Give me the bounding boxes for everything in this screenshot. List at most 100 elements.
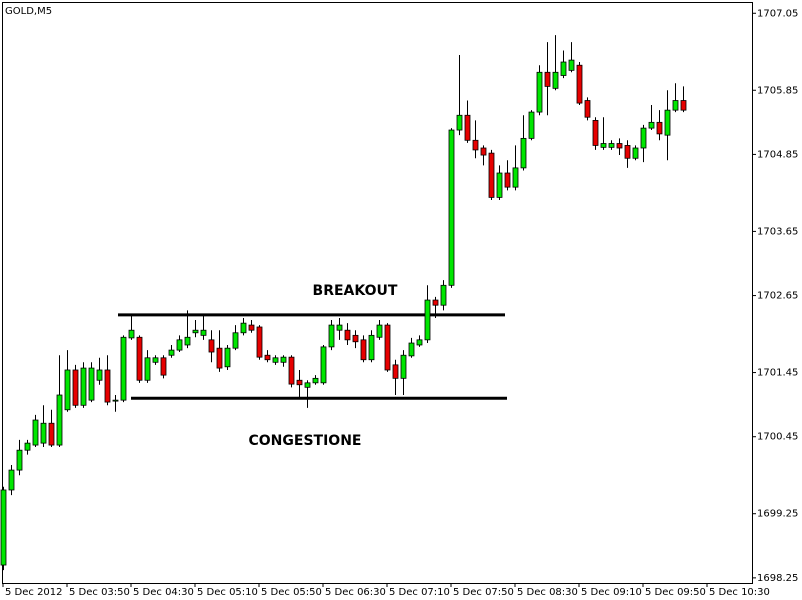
candle-body (112, 399, 119, 402)
candle-body (144, 357, 151, 381)
y-tick-label: 1704.85 (757, 149, 798, 160)
candle-body (272, 357, 279, 363)
candle-body (608, 143, 615, 148)
candle-body (344, 329, 351, 341)
candle-body (568, 59, 575, 71)
candle-body (392, 364, 399, 379)
candle-body (224, 347, 231, 368)
candle-body (496, 172, 503, 198)
x-tick-label: 5 Dec 07:50 (453, 587, 514, 598)
candle-body (560, 61, 567, 76)
candle-body (352, 334, 359, 343)
candle-body (552, 71, 559, 89)
candle-body (464, 114, 471, 141)
candle-body (528, 111, 535, 139)
candle-body (432, 299, 439, 306)
y-tick-label: 1701.45 (757, 368, 798, 379)
candle-body (216, 347, 223, 369)
candle-body (536, 71, 543, 113)
candle-body (184, 336, 191, 346)
candle-body (256, 326, 263, 358)
candle-body (312, 377, 319, 384)
candle-body (192, 329, 199, 334)
candle-body (544, 71, 551, 87)
x-tick-label: 5 Dec 09:50 (645, 587, 706, 598)
candle-body (24, 442, 31, 451)
candle-body (680, 100, 687, 111)
candle-body (520, 137, 527, 169)
x-tick-label: 5 Dec 06:30 (325, 587, 386, 598)
candle-body (200, 329, 207, 336)
x-tick-label: 5 Dec 04:30 (133, 587, 194, 598)
candle-body (664, 109, 671, 136)
x-tick-label: 5 Dec 09:10 (581, 587, 642, 598)
candle-body (576, 64, 583, 104)
candle-body (480, 147, 487, 156)
candle-body (280, 356, 287, 363)
candle-body (152, 357, 159, 363)
candle-body (104, 369, 111, 403)
candle-body (96, 369, 103, 381)
candle-body (72, 369, 79, 406)
candle-body (472, 139, 479, 151)
x-tick-label: 5 Dec 03:50 (69, 587, 130, 598)
candle-body (32, 419, 39, 446)
candle-body (296, 379, 303, 386)
candle-body (288, 356, 295, 385)
candle-body (672, 100, 679, 111)
candle-body (440, 284, 447, 306)
candle-body (0, 489, 7, 566)
y-tick-label: 1698.25 (757, 573, 798, 584)
candle-body (64, 369, 71, 411)
candle-body (400, 354, 407, 379)
candle-body (328, 324, 335, 348)
candle-body (336, 324, 343, 331)
candle-body (656, 121, 663, 135)
candle-body (456, 114, 463, 131)
candle-body (208, 339, 215, 353)
x-tick-label: 5 Dec 08:30 (517, 587, 578, 598)
candle-body (368, 334, 375, 361)
candle-body (600, 143, 607, 148)
candle-body (16, 449, 23, 471)
candle-body (384, 324, 391, 371)
candle-body (176, 339, 183, 351)
x-tick-label: 5 Dec 05:10 (197, 587, 258, 598)
candle-body (48, 422, 55, 446)
candle-body (616, 143, 623, 149)
candle-body (488, 152, 495, 198)
candle-body (304, 382, 311, 388)
candle-body (160, 357, 167, 376)
candle-body (648, 121, 655, 129)
x-tick-label: 5 Dec 07:10 (389, 587, 450, 598)
candle-body (584, 100, 591, 118)
candle-body (8, 469, 15, 491)
y-tick-label: 1705.85 (757, 85, 798, 96)
chart-title: GOLD,M5 (5, 6, 52, 17)
candle-body (376, 324, 383, 338)
candle-body (264, 354, 271, 361)
candle-body (128, 329, 135, 339)
candle-body (448, 129, 455, 286)
annotation: BREAKOUT (313, 283, 398, 299)
candle-body (56, 394, 63, 446)
candle-body (624, 145, 631, 159)
candle-body (120, 336, 127, 401)
candle-body (88, 367, 95, 401)
y-tick-label: 1699.25 (757, 509, 798, 520)
candle-body (416, 339, 423, 346)
candle-body (424, 299, 431, 341)
candle-body (504, 172, 511, 188)
candle-body (408, 342, 415, 357)
x-tick-label: 5 Dec 10:30 (709, 587, 770, 598)
plot-frame (2, 2, 753, 584)
x-tick-label: 5 Dec 2012 (5, 587, 63, 598)
candle-body (136, 336, 143, 381)
candle-body (40, 422, 47, 444)
candle-body (240, 322, 247, 334)
candle-body (168, 349, 175, 356)
x-tick-label: 5 Dec 05:50 (261, 587, 322, 598)
candle-body (632, 147, 639, 159)
candle-body (640, 127, 647, 149)
candle-body (320, 346, 327, 384)
